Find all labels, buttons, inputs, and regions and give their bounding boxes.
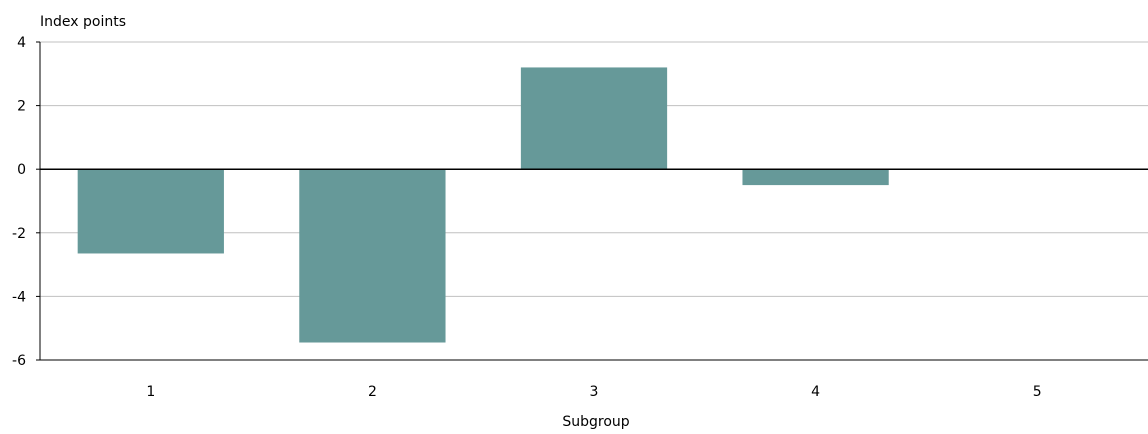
y-tick-label: 2 [17, 99, 26, 115]
x-tick-label: 5 [1033, 384, 1042, 400]
y-tick-label: 0 [17, 162, 26, 178]
y-tick-labels: 4 2 0 -2 -4 -6 [12, 35, 26, 369]
bars [77, 67, 889, 343]
y-tick-label: -4 [12, 289, 26, 305]
bar [299, 169, 446, 343]
x-tick-label: 1 [146, 384, 155, 400]
bar [742, 169, 889, 186]
x-tick-label: 4 [811, 384, 820, 400]
y-tick-label: -6 [12, 353, 26, 369]
x-tick-labels: 1 2 3 4 5 [146, 384, 1041, 400]
axes [36, 41, 1148, 361]
bar [77, 169, 224, 254]
y-tick-label: 4 [17, 35, 26, 51]
x-tick-label: 2 [368, 384, 377, 400]
y-axis-title: Index points [40, 14, 126, 30]
bar [520, 67, 668, 170]
y-tick-label: -2 [12, 226, 26, 242]
x-tick-label: 3 [590, 384, 599, 400]
x-axis-title: Subgroup [562, 414, 629, 430]
